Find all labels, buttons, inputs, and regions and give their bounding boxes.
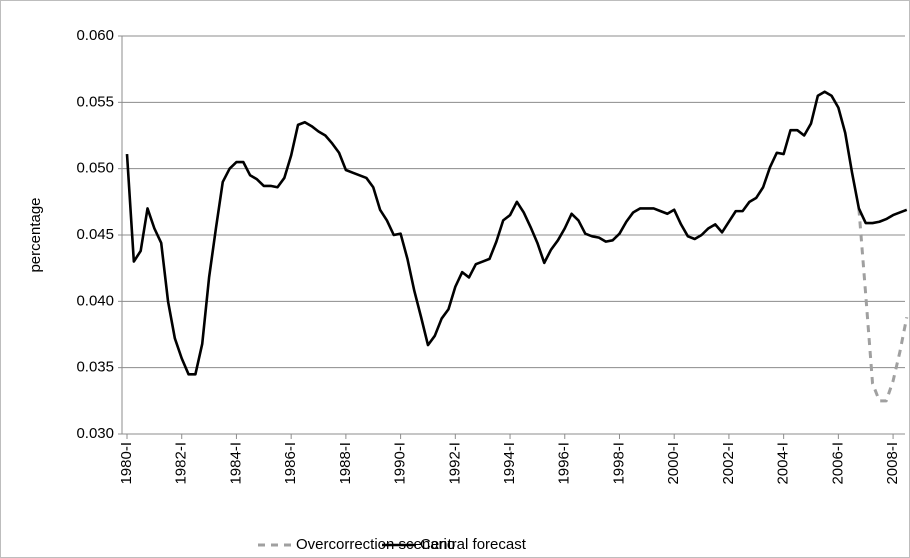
y-axis-title: percentage bbox=[27, 197, 44, 272]
x-tick-label: 1986-I bbox=[282, 442, 299, 485]
x-tick-label: 2004-I bbox=[775, 442, 792, 485]
x-tick-label: 2002-I bbox=[720, 442, 737, 485]
y-tick-label: 0.045 bbox=[76, 226, 114, 243]
y-tick-label: 0.050 bbox=[76, 160, 114, 177]
y-tick-label: 0.040 bbox=[76, 292, 114, 309]
x-tick-label: 1982-I bbox=[173, 442, 190, 485]
legend-label: Central forecast bbox=[420, 536, 527, 553]
legend-label: Overcorrection scenario bbox=[296, 536, 455, 553]
x-tick-label: 1988-I bbox=[337, 442, 354, 485]
x-tick-label: 1994-I bbox=[501, 442, 518, 485]
y-tick-label: 0.035 bbox=[76, 359, 114, 376]
x-tick-label: 1992-I bbox=[446, 442, 463, 485]
y-tick-label: 0.030 bbox=[76, 425, 114, 442]
x-tick-label: 2000-I bbox=[665, 442, 682, 485]
x-tick-label: 1984-I bbox=[227, 442, 244, 485]
y-tick-label: 0.055 bbox=[76, 93, 114, 110]
x-tick-label: 1996-I bbox=[556, 442, 573, 485]
y-tick-label: 0.060 bbox=[76, 27, 114, 44]
x-tick-label: 1990-I bbox=[392, 442, 409, 485]
line-series bbox=[125, 90, 908, 376]
x-tick-label: 1998-I bbox=[610, 442, 627, 485]
line-series bbox=[857, 208, 909, 403]
x-tick-label: 2006-I bbox=[829, 442, 846, 485]
x-tick-label: 1980-I bbox=[118, 442, 135, 485]
x-tick-label: 2008-I bbox=[884, 442, 901, 485]
